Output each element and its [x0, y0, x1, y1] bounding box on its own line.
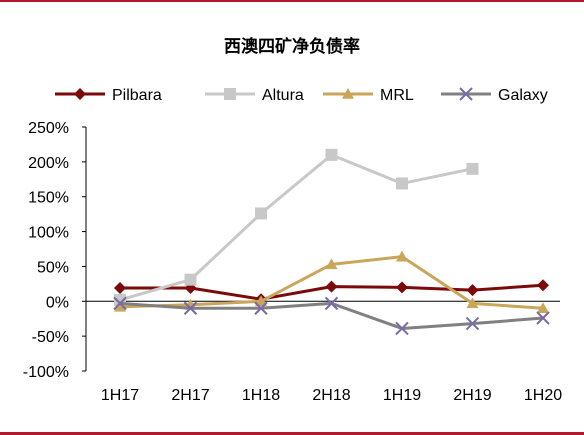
y-axis-ticks: 250% 200% 150% 100% 50% 0% -50% -100% — [23, 120, 86, 381]
legend-label: Pilbara — [112, 87, 162, 104]
data-point-altura — [396, 177, 408, 190]
data-point-mrl — [255, 295, 267, 307]
bottom-border — [0, 432, 584, 435]
data-point-pilbara — [396, 281, 408, 294]
y-tick-label: 100% — [28, 225, 69, 242]
x-tick-label: 2H19 — [453, 387, 491, 404]
series-layer — [113, 148, 550, 336]
y-tick-label: -100% — [23, 364, 69, 381]
legend-label: MRL — [380, 87, 414, 104]
series-line-altura — [119, 153, 473, 302]
x-tick-label: 1H20 — [524, 387, 562, 404]
data-point-galaxy — [183, 301, 198, 315]
top-border — [0, 0, 584, 2]
data-point-altura — [255, 207, 267, 220]
data-point-altura — [325, 148, 338, 161]
data-point-pilbara — [114, 282, 126, 295]
legend-marker — [224, 88, 236, 100]
data-point-mrl — [114, 300, 126, 312]
data-point-mrl — [325, 258, 338, 270]
series-mrl — [114, 250, 549, 314]
legend-marker — [74, 88, 86, 100]
x-tick-label: 2H18 — [312, 387, 350, 404]
data-point-galaxy — [254, 301, 268, 315]
legend-marker — [459, 87, 473, 101]
legend-item-mrl: MRL — [323, 87, 414, 104]
y-tick-label: 50% — [37, 259, 69, 276]
x-axis-ticks: 1H17 2H17 1H18 2H18 1H19 2H19 1H20 — [101, 387, 562, 404]
y-tick-label: -50% — [32, 329, 69, 346]
legend-item-pilbara: Pilbara — [55, 87, 162, 104]
y-tick-label: 250% — [28, 120, 69, 137]
data-point-galaxy — [324, 296, 339, 311]
series-line-galaxy — [119, 301, 544, 330]
series-galaxy — [113, 296, 550, 336]
legend-label: Galaxy — [498, 87, 548, 104]
legend-label: Altura — [262, 87, 304, 104]
legend-item-galaxy: Galaxy — [441, 87, 548, 104]
data-point-galaxy — [465, 316, 480, 331]
legend-marker — [342, 88, 354, 99]
x-tick-label: 1H18 — [242, 387, 280, 404]
y-tick-label: 200% — [28, 155, 69, 172]
data-point-galaxy — [395, 321, 409, 336]
y-tick-label: 0% — [46, 294, 69, 311]
y-tick-label: 150% — [28, 190, 69, 207]
data-point-mrl — [537, 302, 549, 314]
legend-item-altura: Altura — [205, 87, 304, 104]
data-point-altura — [184, 273, 197, 286]
data-point-pilbara — [325, 280, 338, 293]
data-point-altura — [466, 162, 479, 175]
data-point-galaxy — [113, 296, 127, 311]
data-point-pilbara — [466, 284, 479, 297]
data-point-mrl — [396, 250, 408, 262]
x-tick-label: 1H17 — [101, 387, 139, 404]
data-point-mrl — [466, 297, 479, 309]
chart-title: 西澳四矿净负债率 — [224, 36, 360, 57]
legend: Pilbara Altura MRL Galaxy — [55, 87, 548, 104]
data-point-pilbara — [537, 279, 549, 292]
x-tick-label: 2H17 — [171, 387, 209, 404]
data-point-galaxy — [536, 311, 550, 325]
x-tick-label: 1H19 — [383, 387, 421, 404]
